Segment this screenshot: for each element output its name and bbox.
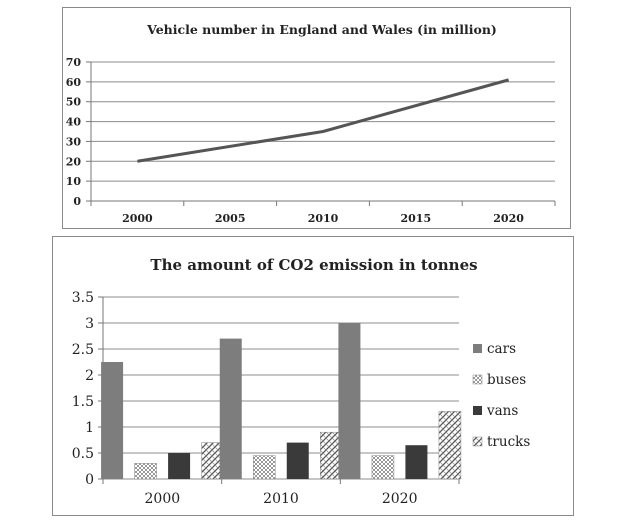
legend-label-buses: buses [487, 372, 526, 388]
vehicle-line-chart-panel: Vehicle number in England and Wales (in … [62, 7, 571, 229]
bar-y-tick-label: 3.5 [72, 290, 94, 306]
line-x-tick-label: 2000 [122, 212, 153, 225]
bar-vans-2020 [405, 445, 428, 479]
co2-bar-chart-panel: The amount of CO2 emission in tonnes 0 0.… [52, 236, 574, 516]
line-y-tick-label: 40 [66, 116, 82, 129]
bar-vans-2000 [168, 453, 191, 479]
legend-label-vans: vans [486, 403, 518, 419]
legend-swatch-cars [473, 344, 482, 353]
line-y-tick-label: 70 [66, 56, 82, 69]
bar-buses-2010 [253, 455, 276, 480]
vehicle-series-line [137, 78, 510, 163]
bar-chart-title: The amount of CO2 emission in tonnes [150, 256, 477, 274]
legend-swatch-trucks [472, 436, 483, 447]
line-x-tick-label: 2010 [308, 212, 339, 225]
legend-swatch-buses [472, 374, 483, 385]
bar-trucks-2020 [438, 411, 462, 480]
line-x-tick-label: 2005 [215, 212, 246, 225]
line-y-tick-label: 30 [66, 135, 82, 148]
bar-x-tick-label: 2000 [145, 491, 181, 507]
co2-bar-chart: The amount of CO2 emission in tonnes 0 0.… [72, 256, 531, 507]
bar-buses-2020 [371, 455, 395, 480]
vehicle-line-chart: Vehicle number in England and Wales (in … [66, 22, 556, 225]
bar-y-tick-label: 3 [85, 316, 94, 332]
legend-label-cars: cars [487, 341, 516, 357]
bar-buses-2000 [134, 463, 157, 480]
line-y-tick-label: 20 [66, 155, 82, 168]
bar-cars-2020 [338, 323, 361, 479]
bar-vans-2010 [286, 442, 309, 479]
legend-label-trucks: trucks [487, 434, 530, 450]
bar-x-tick-label: 2010 [263, 491, 299, 507]
bar-y-tick-label: 0 [85, 472, 94, 488]
bar-y-tick-label: 1.5 [72, 394, 94, 410]
line-y-tick-label: 50 [66, 96, 82, 109]
line-chart-title: Vehicle number in England and Wales (in … [146, 22, 497, 37]
bar-y-tick-label: 2.5 [72, 342, 94, 358]
bar-y-tick-label: 1 [85, 420, 94, 436]
line-y-tick-label: 0 [73, 195, 81, 208]
legend-swatch-vans [473, 406, 482, 415]
line-x-tick-label: 2020 [493, 212, 524, 225]
line-x-tick-label: 2015 [400, 212, 431, 225]
bar-y-tick-label: 0.5 [72, 446, 94, 462]
bar-y-tick-label: 2 [85, 368, 94, 384]
line-y-tick-label: 60 [66, 76, 82, 89]
bar-cars-2000 [101, 362, 124, 479]
bar-x-tick-label: 2020 [382, 491, 418, 507]
bar-cars-2010 [219, 338, 242, 479]
line-y-tick-label: 10 [66, 175, 82, 188]
